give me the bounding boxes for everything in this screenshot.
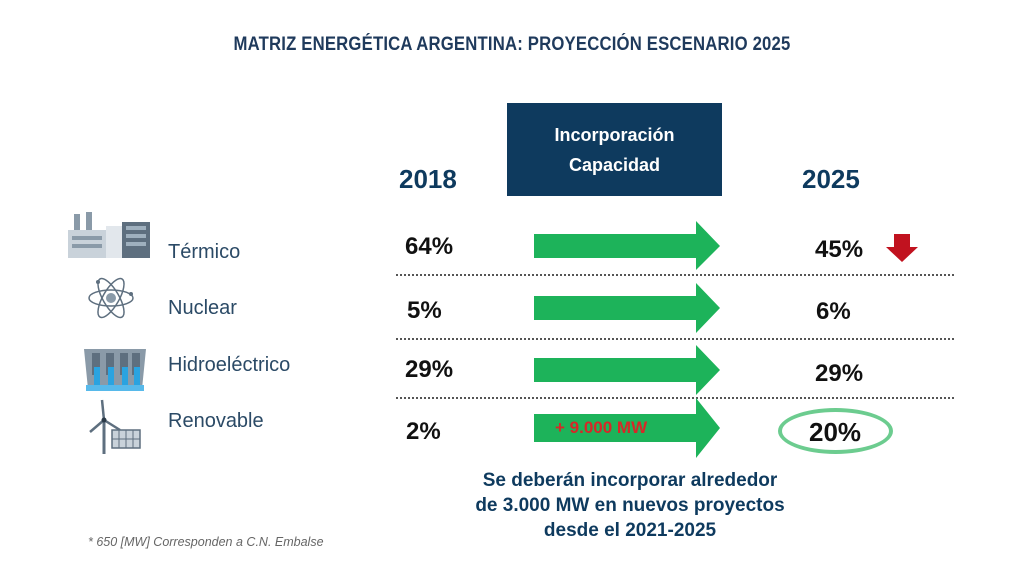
value-2025-hidroelectrico: 29%: [815, 360, 864, 387]
row-separator: [396, 397, 954, 399]
transition-arrow-renovable: [534, 398, 720, 458]
arrow-label-renovable: + 9.000 MW: [555, 418, 648, 437]
page-title: MATRIZ ENERGÉTICA ARGENTINA: PROYECCIÓN …: [233, 34, 791, 55]
year-2025-header: 2025: [802, 164, 860, 194]
category-label-renovable: Renovable: [168, 410, 264, 432]
value-2018-termico: 64%: [405, 233, 454, 260]
value-2025-nuclear: 6%: [816, 298, 851, 325]
dam-icon: [84, 349, 146, 391]
value-2025-termico: 45%: [815, 236, 864, 263]
atom-icon: [88, 277, 134, 319]
transition-arrow-hidroelectrico: [534, 345, 720, 395]
value-2018-hidroelectrico: 29%: [405, 356, 454, 383]
projection-note-line-1: Se deberán incorporar alrededor: [482, 470, 778, 491]
down-arrow-icon: [886, 234, 918, 262]
incorporation-header: Incorporación Capacidad: [507, 103, 722, 196]
category-label-termico: Térmico: [168, 241, 241, 263]
row-separator: [396, 338, 954, 340]
thermal-plant-icon: [68, 212, 150, 258]
highlight-ellipse: [778, 408, 893, 454]
footnote: * 650 [MW] Corresponden a C.N. Embalse: [88, 535, 324, 549]
projection-note-line-3: desde el 2021-2025: [543, 520, 717, 541]
category-label-nuclear: Nuclear: [168, 297, 237, 319]
header-line-2: Capacidad: [568, 154, 661, 175]
category-label-hidroelectrico: Hidroeléctrico: [168, 354, 291, 376]
projection-note: Se deberán incorporar alrededor de 3.000…: [440, 468, 820, 543]
transition-arrow-termico: [534, 221, 720, 270]
projection-note-line-2: de 3.000 MW en nuevos proyectos: [475, 495, 785, 516]
transition-arrow-nuclear: [534, 283, 720, 333]
year-2018-header: 2018: [399, 164, 457, 194]
value-2018-renovable: 2%: [406, 418, 441, 445]
header-line-1: Incorporación: [554, 124, 675, 145]
wind-solar-icon: [89, 399, 141, 454]
value-2018-nuclear: 5%: [407, 297, 442, 324]
row-separator: [396, 274, 954, 276]
